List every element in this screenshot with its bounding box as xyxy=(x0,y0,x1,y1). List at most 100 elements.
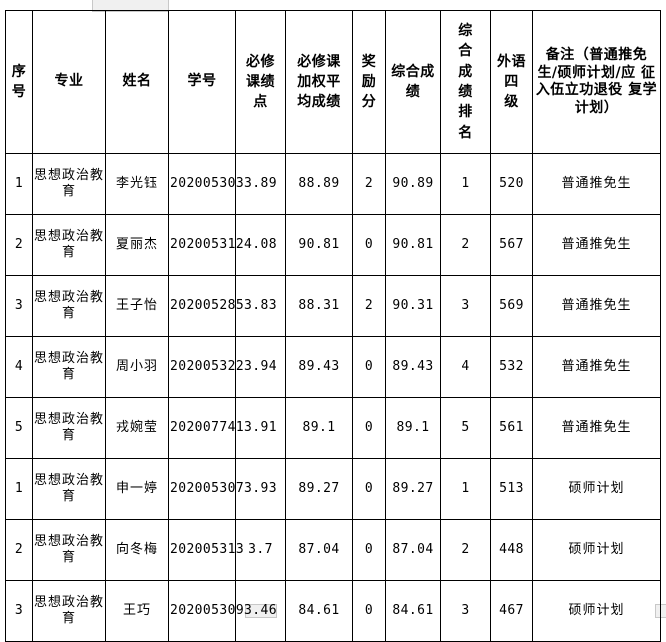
column-header-total-rank: 综 合 成 绩 排 名 xyxy=(440,10,491,154)
header-char: 备注（普通推免 xyxy=(545,47,648,63)
header-char: 必修课 xyxy=(297,53,341,70)
cell-cet4: 569 xyxy=(490,275,533,337)
table-row: 3 思想政治教育 王巧 202005309 3.46 84.61 0 84.61 3 467 硕师计… xyxy=(5,580,661,642)
cell-name: 夏丽杰 xyxy=(105,214,169,276)
column-header-bonus: 奖 励 分 xyxy=(352,10,386,154)
cell-required-weighted-avg: 88.31 xyxy=(285,275,353,337)
header-char: 排 xyxy=(458,104,473,121)
column-header-cet4-stack: 外语四 级 xyxy=(492,52,531,113)
column-header-total-rank-stack: 综 合 成 绩 排 名 xyxy=(442,21,489,143)
header-char: 均成绩 xyxy=(297,94,341,111)
header-char: 成 xyxy=(458,63,473,80)
cell-cet4: 520 xyxy=(490,153,533,215)
cell-bonus: 0 xyxy=(352,458,386,520)
header-char: 综 xyxy=(458,23,473,40)
cell-cet4: 532 xyxy=(490,336,533,398)
header-char: 征入伍立功退役 xyxy=(535,64,656,99)
cell-remark: 普通推免生 xyxy=(532,336,661,398)
cell-major: 思想政治教育 xyxy=(32,458,106,520)
cell-name: 王巧 xyxy=(105,580,169,642)
cell-major: 思想政治教育 xyxy=(32,153,106,215)
cell-total-rank: 2 xyxy=(440,519,491,581)
header-char: 合 xyxy=(458,43,473,60)
header-char: 综合成 xyxy=(391,63,435,80)
table-row: 2 思想政治教育 向冬梅 202005313 3.7 87.04 0 87.04 2 448 硕师计… xyxy=(5,519,661,581)
cell-remark: 普通推免生 xyxy=(532,397,661,459)
cell-total-rank: 3 xyxy=(440,580,491,642)
table-body: 1 思想政治教育 李光钰 202005303 3.89 88.89 2 90.89 1 520 普通… xyxy=(5,153,661,642)
header-char: 分 xyxy=(361,94,377,111)
header-char: 必修 xyxy=(246,53,275,70)
header-char: 号 xyxy=(11,84,27,100)
header-char: 绩 xyxy=(405,84,421,100)
cell-total-score: 90.81 xyxy=(385,214,441,276)
cell-required-weighted-avg: 87.04 xyxy=(285,519,353,581)
table-row: 3 思想政治教育 王子怡 202005285 3.83 88.31 2 90.31 3 569 普通… xyxy=(5,275,661,337)
header-char: 序 xyxy=(11,63,27,80)
table-row: 5 思想政治教育 戎婉莹 202007741 3.91 89.1 0 89.1 5 561 普通推免… xyxy=(5,397,661,459)
header-char: 加权平 xyxy=(297,73,341,90)
cell-required-weighted-avg: 84.61 xyxy=(285,580,353,642)
cell-student-id: 202005313 xyxy=(168,519,244,581)
cell-cet4: 513 xyxy=(490,458,533,520)
cell-name: 周小羽 xyxy=(105,336,169,398)
cell-seq: 4 xyxy=(5,336,33,398)
cell-required-gpa: 3.91 xyxy=(235,397,286,459)
column-header-bonus-stack: 奖 励 分 xyxy=(354,52,384,113)
cell-required-gpa: 3.93 xyxy=(235,458,286,520)
table-row: 2 思想政治教育 夏丽杰 202005312 4.08 90.81 0 90.81 2 567 普通… xyxy=(5,214,661,276)
cell-total-rank: 1 xyxy=(440,458,491,520)
cell-major: 思想政治教育 xyxy=(32,397,106,459)
cell-bonus: 2 xyxy=(352,275,386,337)
cell-bonus: 0 xyxy=(352,580,386,642)
table-row: 1 思想政治教育 李光钰 202005303 3.89 88.89 2 90.89 1 520 普通… xyxy=(5,153,661,215)
cell-seq: 3 xyxy=(5,275,33,337)
column-header-name: 姓名 xyxy=(105,10,169,154)
cell-total-score: 90.89 xyxy=(385,153,441,215)
column-header-required-gpa: 必修 课绩 点 xyxy=(235,10,286,154)
header-char: 生/硕师计划/应 xyxy=(537,64,636,81)
cell-required-weighted-avg: 89.27 xyxy=(285,458,353,520)
cell-total-score: 89.27 xyxy=(385,458,441,520)
cell-student-id: 202005309 xyxy=(168,580,244,642)
column-header-cet4: 外语四 级 xyxy=(490,10,533,154)
cell-remark: 硕师计划 xyxy=(532,458,661,520)
cell-required-weighted-avg: 89.43 xyxy=(285,336,353,398)
cell-remark: 普通推免生 xyxy=(532,153,661,215)
cell-name: 王子怡 xyxy=(105,275,169,337)
header-char: 级 xyxy=(504,94,519,111)
cell-cet4: 448 xyxy=(490,519,533,581)
column-header-total-score: 综合成 绩 xyxy=(385,10,441,154)
cell-name: 申一婷 xyxy=(105,458,169,520)
cell-remark: 硕师计划 xyxy=(532,519,661,581)
cell-seq: 1 xyxy=(5,153,33,215)
cell-total-score: 89.43 xyxy=(385,336,441,398)
cell-total-score: 89.1 xyxy=(385,397,441,459)
cell-total-rank: 5 xyxy=(440,397,491,459)
document-page: 序 号 专业 姓名 学号 必修 课绩 点 必修课 xyxy=(5,0,666,642)
cell-name: 戎婉莹 xyxy=(105,397,169,459)
cell-seq: 3 xyxy=(5,580,33,642)
cell-major: 思想政治教育 xyxy=(32,519,106,581)
cell-seq: 1 xyxy=(5,458,33,520)
header-char: 名 xyxy=(458,124,473,141)
cell-remark: 普通推免生 xyxy=(532,214,661,276)
cell-seq: 5 xyxy=(5,397,33,459)
header-char: 课绩 xyxy=(246,73,275,90)
cell-bonus: 2 xyxy=(352,153,386,215)
cell-total-rank: 3 xyxy=(440,275,491,337)
column-header-remark-stack: 备注（普通推免 生/硕师计划/应 征入伍立功退役 复学计划） xyxy=(536,47,657,116)
cell-major: 思想政治教育 xyxy=(32,336,106,398)
cell-student-id: 202005307 xyxy=(168,458,244,520)
column-header-remark: 备注（普通推免 生/硕师计划/应 征入伍立功退役 复学计划） xyxy=(532,10,661,154)
cell-total-rank: 4 xyxy=(440,336,491,398)
cell-required-gpa: 3.89 xyxy=(235,153,286,215)
cell-required-weighted-avg: 89.1 xyxy=(285,397,353,459)
column-header-seq: 序 号 xyxy=(5,10,33,154)
cell-seq: 2 xyxy=(5,519,33,581)
cell-required-gpa: 4.08 xyxy=(235,214,286,276)
cell-total-score: 87.04 xyxy=(385,519,441,581)
cell-total-rank: 1 xyxy=(440,153,491,215)
cell-bonus: 0 xyxy=(352,519,386,581)
cell-name: 李光钰 xyxy=(105,153,169,215)
